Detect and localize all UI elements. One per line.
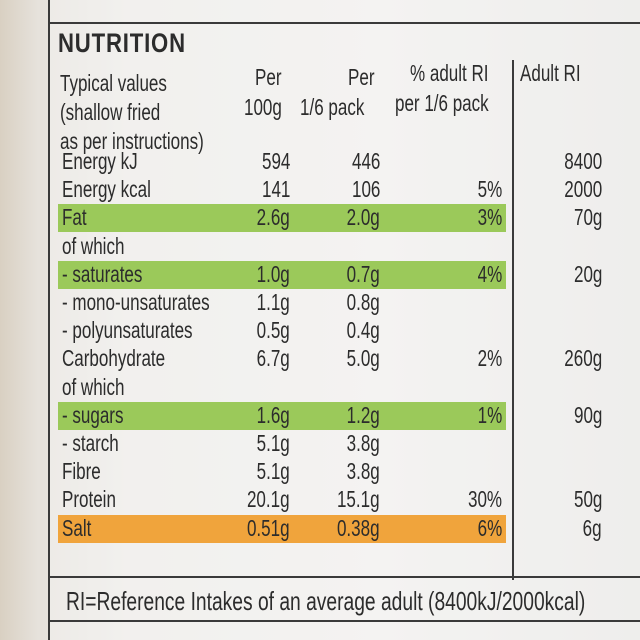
row-label: Energy kJ <box>62 148 138 174</box>
row-label: - starch <box>62 430 119 456</box>
row-per100: 0.5g <box>256 317 290 344</box>
row-per100: 141 <box>261 176 290 203</box>
header-per-100g-bottom: 100g <box>244 94 282 120</box>
reference-intakes-footnote: RI=Reference Intakes of an average adult… <box>66 586 586 616</box>
row-label: - sugars <box>62 401 124 428</box>
row-ri: 50g <box>573 486 602 513</box>
row-label: Energy kcal <box>62 176 151 203</box>
row-perpack: 446 <box>351 148 380 174</box>
row-perpack: 15.1g <box>337 486 380 513</box>
row-ri: 2000 <box>564 176 602 203</box>
row-label: - saturates <box>62 260 143 287</box>
row-per100: 1.6g <box>256 401 290 428</box>
row-perpack: 5.0g <box>346 345 380 372</box>
row-per100: 1.0g <box>256 260 290 287</box>
row-ri: 20g <box>573 260 602 287</box>
row-highlight <box>58 514 506 543</box>
row-perpack: 3.8g <box>346 430 380 456</box>
row-perpack: 1.2g <box>346 401 380 428</box>
nutrition-title: NUTRITION <box>58 28 186 58</box>
row-pct: 5% <box>477 176 502 203</box>
row-highlight <box>58 204 506 233</box>
header-per-100g-top: Per <box>255 64 282 90</box>
header-adult-ri: Adult RI <box>520 60 581 86</box>
row-perpack: 0.38g <box>337 514 380 541</box>
row-label: of which <box>62 373 125 400</box>
row-per100: 6.7g <box>256 345 290 372</box>
row-pct: 1% <box>477 401 502 428</box>
top-rule <box>48 22 640 24</box>
row-highlight <box>58 401 506 430</box>
row-pct: 2% <box>477 345 502 372</box>
row-label: Fat <box>62 204 87 231</box>
row-pct: 30% <box>467 486 502 513</box>
row-perpack: 0.7g <box>346 260 380 287</box>
row-pct: 6% <box>477 514 502 541</box>
header-per-pack-bottom: 1/6 pack <box>300 94 365 120</box>
row-ri: 6g <box>583 514 602 541</box>
header-per-pack-top: Per <box>348 64 375 90</box>
header-pct-ri-top: % adult RI <box>410 60 489 86</box>
row-label: of which <box>62 232 125 259</box>
row-label: Salt <box>62 514 92 541</box>
row-label: - polyunsaturates <box>62 317 193 344</box>
row-per100: 5.1g <box>256 430 290 456</box>
row-perpack: 3.8g <box>346 458 380 485</box>
header-per-instructions: as per instructions) <box>60 128 204 154</box>
row-label: Fibre <box>62 458 101 485</box>
row-pct: 3% <box>477 204 502 231</box>
row-per100: 0.51g <box>247 514 290 541</box>
header-shallow-fried: (shallow fried <box>60 99 161 125</box>
row-perpack: 106 <box>351 176 380 203</box>
row-highlight <box>58 260 506 289</box>
row-pct: 4% <box>477 260 502 287</box>
row-ri: 70g <box>573 204 602 231</box>
bottom-rule <box>48 576 640 578</box>
row-label: Carbohydrate <box>62 345 166 372</box>
row-ri: 260g <box>564 345 602 372</box>
row-ri: 90g <box>573 401 602 428</box>
row-label: - mono-unsaturates <box>62 289 210 315</box>
footer-rule <box>48 620 640 622</box>
row-per100: 1.1g <box>256 289 290 315</box>
header-typical-values: Typical values <box>60 70 167 96</box>
row-per100: 20.1g <box>247 486 290 513</box>
header-pct-ri-bottom: per 1/6 pack <box>395 90 489 116</box>
row-label: Protein <box>62 486 116 513</box>
row-perpack: 2.0g <box>346 204 380 231</box>
column-divider <box>512 60 514 580</box>
row-perpack: 0.8g <box>346 289 380 315</box>
row-per100: 594 <box>261 148 290 174</box>
row-per100: 5.1g <box>256 458 290 485</box>
row-ri: 8400 <box>564 148 602 174</box>
row-per100: 2.6g <box>256 204 290 231</box>
row-perpack: 0.4g <box>346 317 380 344</box>
